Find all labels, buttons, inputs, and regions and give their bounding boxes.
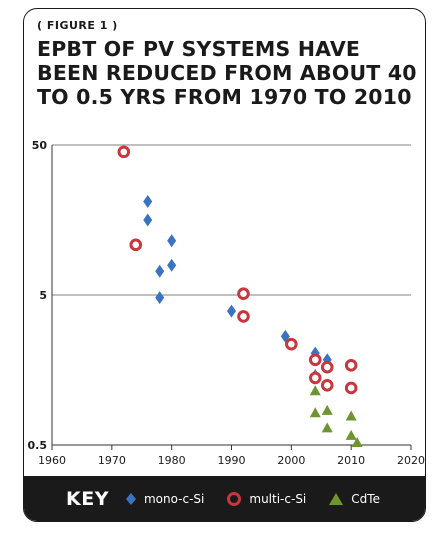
legend-title: KEY — [66, 487, 109, 510]
legend-item-mono: mono-c-Si — [125, 492, 204, 506]
cdte-point — [345, 429, 357, 440]
legend-item-cdte: CdTe — [328, 492, 380, 506]
cdte-point — [321, 422, 333, 433]
cdte-point — [321, 404, 333, 415]
mono-c-si-point — [143, 195, 153, 209]
legend-label-cdte: CdTe — [351, 491, 380, 506]
x-tick-label: 2010 — [337, 454, 365, 467]
figure-card: ( FIGURE 1 ) EPBT OF PV SYSTEMS HAVE BEE… — [23, 8, 426, 522]
y-tick-label: 0.5 — [28, 439, 48, 452]
x-tick-label: 1960 — [38, 454, 66, 467]
mono-c-si-point — [167, 234, 177, 248]
multi-c-si-point — [320, 360, 334, 374]
figure-label: ( FIGURE 1 ) — [37, 19, 118, 32]
mono-c-si-point — [167, 258, 177, 272]
x-tick-label: 2020 — [397, 454, 425, 467]
multi-c-si-point — [285, 337, 298, 351]
legend-item-multi: multi-c-Si — [226, 491, 306, 507]
cdte-point — [345, 410, 357, 421]
multi-c-si-point — [308, 371, 322, 385]
cdte-point — [351, 436, 363, 447]
legend: KEY mono-c-Si multi-c-Si CdTe — [24, 476, 425, 521]
multi-c-si-point — [308, 353, 322, 367]
mono-c-si-point — [227, 304, 236, 318]
scatter-plot: 0.5 5 50 1960 1970 1980 1990 2000 2010 2020 — [28, 139, 426, 467]
x-tick-label: 1980 — [158, 454, 186, 467]
legend-label-multi: multi-c-Si — [249, 491, 307, 506]
mono-c-si-point — [155, 264, 165, 278]
multi-c-si-point — [129, 238, 143, 252]
multi-c-si-point — [344, 358, 358, 372]
x-tick-label: 1990 — [218, 454, 246, 467]
multi-c-si-point — [117, 145, 131, 159]
x-tick-label: 2000 — [277, 454, 305, 467]
multi-c-si-point — [237, 310, 250, 323]
ring-marker-icon — [227, 491, 242, 506]
cdte-point — [309, 407, 321, 418]
y-tick-label: 50 — [32, 139, 48, 152]
triangle-marker-icon — [329, 492, 344, 505]
multi-c-si-point — [344, 381, 358, 395]
diamond-marker-icon — [125, 492, 136, 505]
chart-title: EPBT OF PV SYSTEMS HAVE BEEN REDUCED FRO… — [37, 37, 417, 109]
x-tick-label: 1970 — [98, 454, 126, 467]
legend-label-mono: mono-c-Si — [143, 491, 205, 506]
multi-c-si-point — [320, 379, 334, 392]
multi-c-si-point — [237, 287, 250, 301]
mono-c-si-point — [143, 213, 153, 227]
cdte-point — [309, 385, 321, 396]
mono-c-si-point — [155, 291, 165, 305]
y-tick-label: 5 — [39, 289, 47, 302]
